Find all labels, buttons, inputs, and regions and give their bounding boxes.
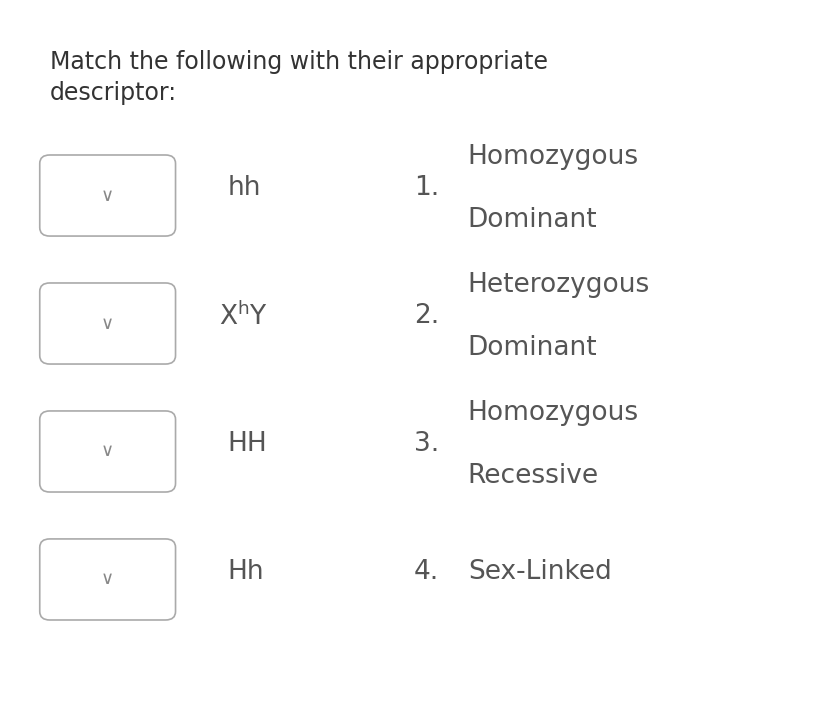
Text: HH: HH: [227, 432, 267, 457]
Text: ∨: ∨: [101, 314, 114, 333]
Text: hh: hh: [227, 176, 261, 201]
Text: 4.: 4.: [414, 560, 438, 585]
Text: ∨: ∨: [101, 570, 114, 589]
FancyBboxPatch shape: [40, 539, 175, 620]
FancyBboxPatch shape: [40, 283, 175, 364]
Text: Hh: Hh: [227, 560, 264, 585]
Text: Match the following with their appropriate
descriptor:: Match the following with their appropria…: [50, 50, 547, 105]
FancyBboxPatch shape: [40, 155, 175, 236]
Text: $\mathregular{X}^{\mathregular{h}}\mathregular{Y}$: $\mathregular{X}^{\mathregular{h}}\mathr…: [219, 302, 268, 331]
Text: 1.: 1.: [414, 176, 438, 201]
Text: Homozygous: Homozygous: [467, 144, 638, 170]
Text: Dominant: Dominant: [467, 335, 597, 361]
Text: 3.: 3.: [414, 432, 438, 457]
Text: Homozygous: Homozygous: [467, 400, 638, 426]
FancyBboxPatch shape: [40, 411, 175, 492]
Text: Heterozygous: Heterozygous: [467, 272, 649, 298]
Text: ∨: ∨: [101, 442, 114, 461]
Text: Dominant: Dominant: [467, 207, 597, 233]
Text: Sex-Linked: Sex-Linked: [467, 560, 611, 585]
Text: Recessive: Recessive: [467, 463, 598, 489]
Text: ∨: ∨: [101, 186, 114, 205]
Text: 2.: 2.: [414, 304, 438, 329]
